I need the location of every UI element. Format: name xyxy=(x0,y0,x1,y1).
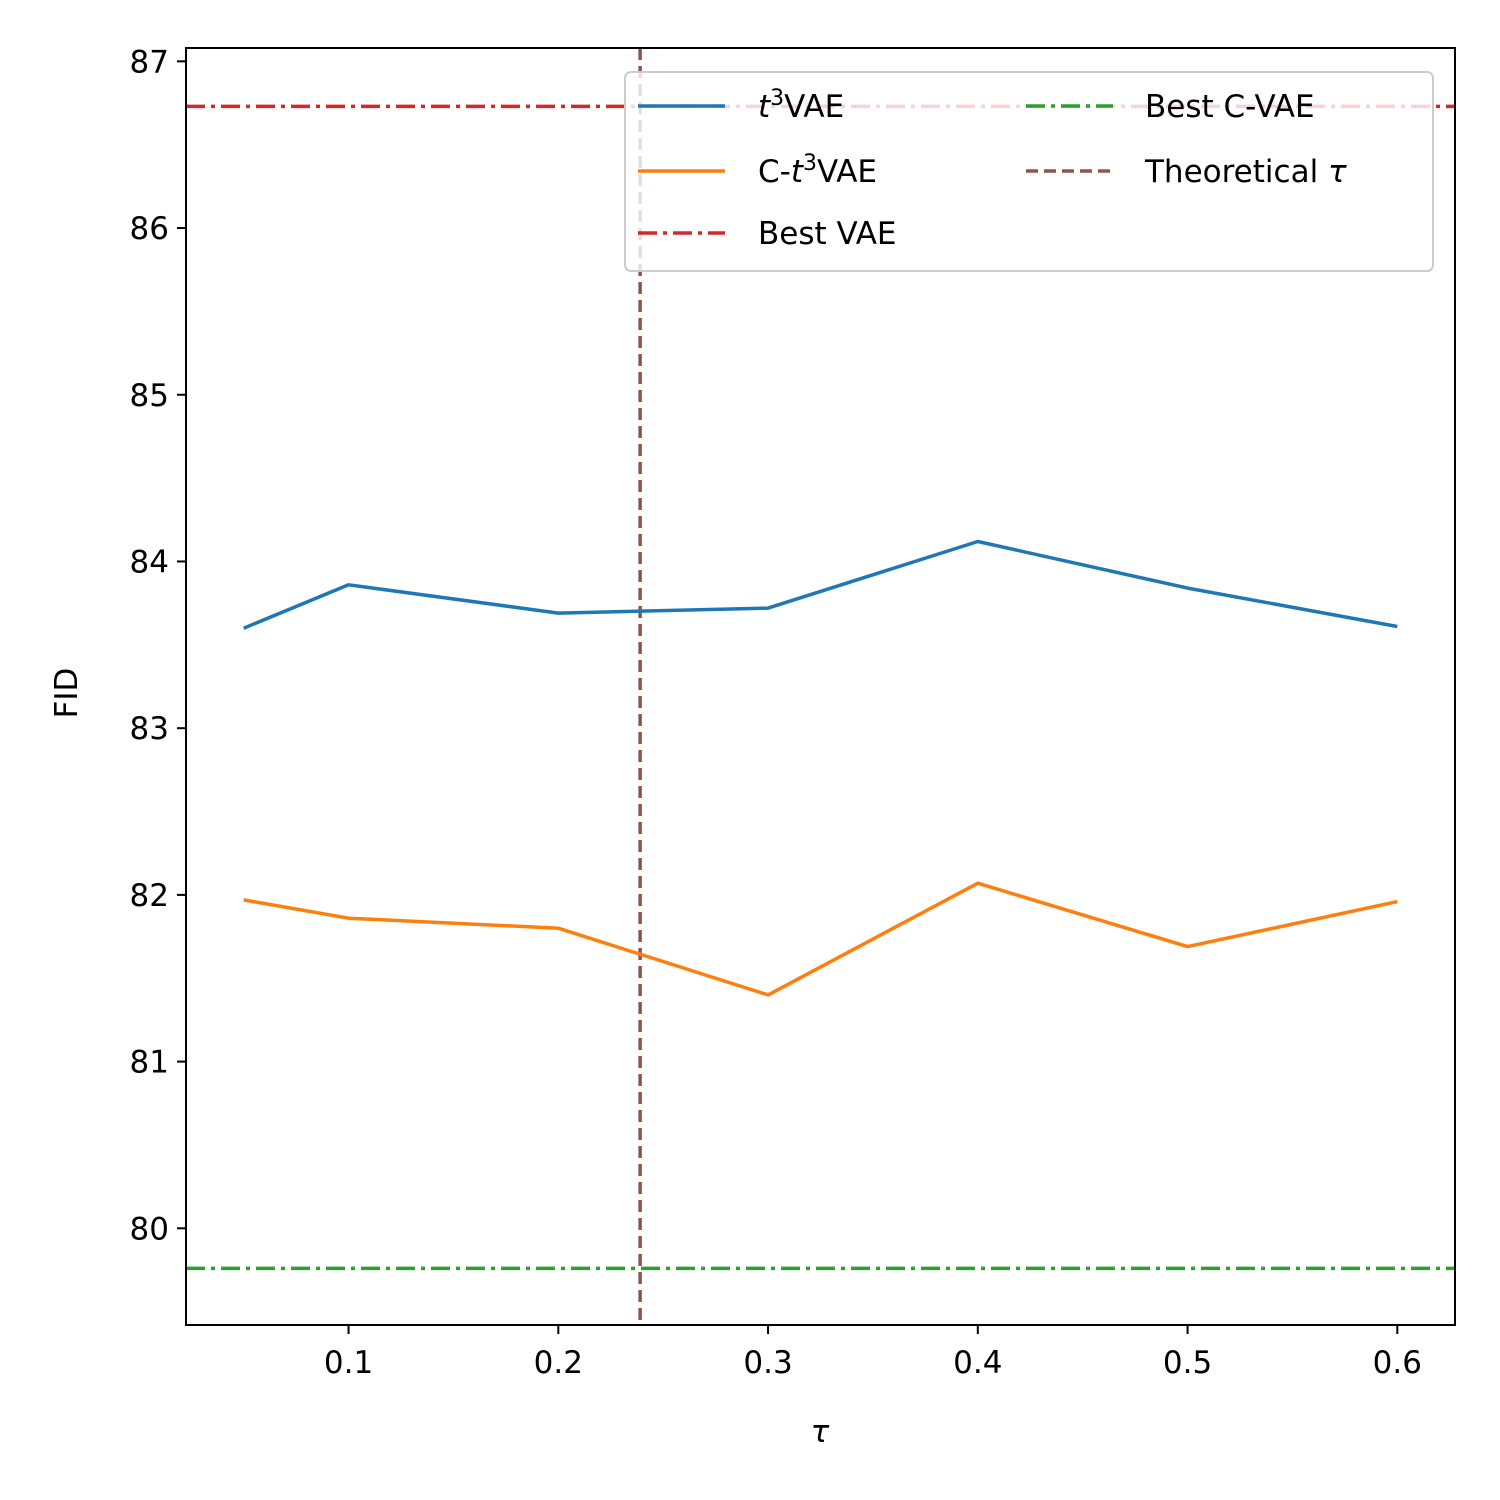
x-tick-label: 0.6 xyxy=(1373,1345,1422,1381)
series-line-t3vae xyxy=(243,539,1398,630)
series-line-c-t3vae xyxy=(243,881,1398,997)
legend-label-theoretical: Theoretical τ xyxy=(1144,154,1347,190)
x-tick-label: 0.2 xyxy=(534,1345,583,1381)
x-tick-label: 0.1 xyxy=(324,1345,373,1381)
y-tick-label: 81 xyxy=(130,1045,169,1081)
x-tick-label: 0.5 xyxy=(1163,1345,1212,1381)
x-tick-label: 0.4 xyxy=(953,1345,1002,1381)
legend-label-c-t3vae: C-t3VAE xyxy=(758,151,877,190)
y-tick-label: 86 xyxy=(130,211,169,247)
legend-label-t3vae: t3VAE xyxy=(758,86,844,125)
y-tick-label: 83 xyxy=(130,711,169,747)
y-tick-label: 84 xyxy=(130,544,169,580)
legend: t3VAE C-t3VAE Best VAE Best C-VAE Theoretica… xyxy=(624,71,1434,272)
legend-label-best-vae: Best VAE xyxy=(758,216,897,252)
y-tick-label: 82 xyxy=(130,878,169,914)
plot-frame xyxy=(185,47,1456,1326)
y-axis-title: FID xyxy=(49,668,85,719)
legend-label-best-c-vae: Best C-VAE xyxy=(1145,89,1315,125)
y-tick-label: 80 xyxy=(130,1211,169,1247)
y-tick-label: 87 xyxy=(130,44,169,80)
y-tick-label: 85 xyxy=(130,378,169,414)
x-tick-label: 0.3 xyxy=(743,1345,792,1381)
x-axis-title: τ xyxy=(811,1414,830,1450)
